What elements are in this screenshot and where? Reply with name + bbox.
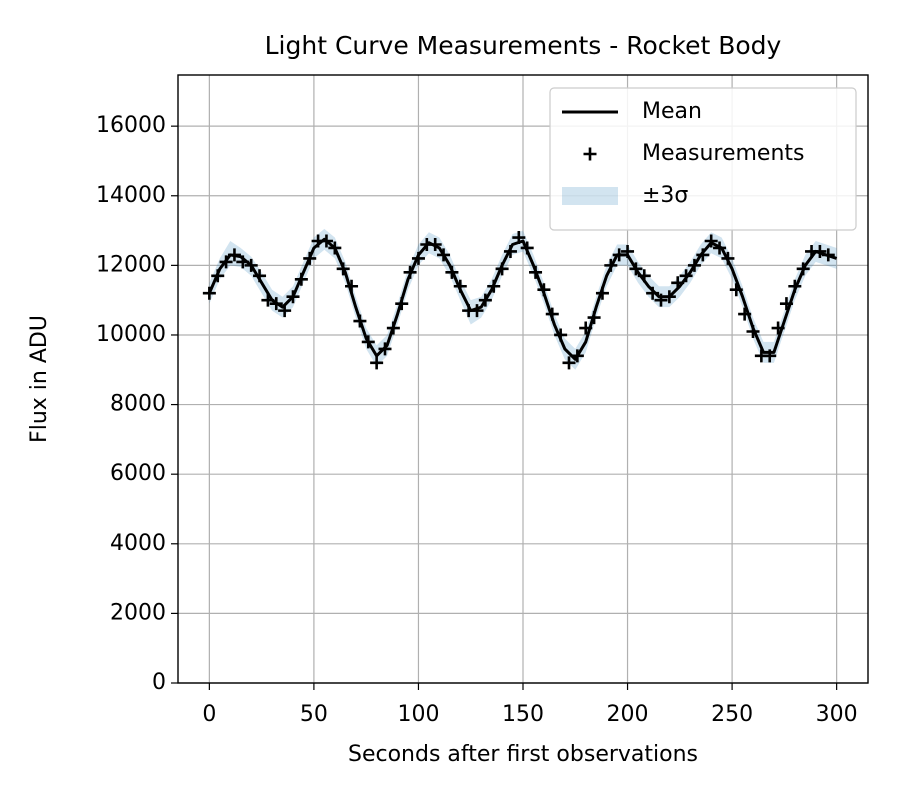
y-tick-label: 14000 [96, 183, 166, 208]
measurement-marker [386, 321, 400, 335]
measurement-marker [202, 286, 216, 300]
measurement-marker [595, 286, 609, 300]
x-axis-label: Seconds after first observations [348, 742, 698, 767]
measurement-marker [470, 304, 484, 318]
y-tick-label: 4000 [110, 531, 166, 556]
measurement-marker [512, 231, 526, 245]
x-tick-label: 250 [711, 702, 753, 727]
measurement-marker [679, 269, 693, 283]
measurement-marker [763, 349, 777, 363]
measurement-marker [236, 255, 250, 269]
measurement-marker [788, 279, 802, 293]
measurement-marker [253, 269, 267, 283]
y-tick-label: 8000 [110, 392, 166, 417]
measurement-marker [336, 262, 350, 276]
measurement-marker [370, 356, 384, 370]
x-tick-label: 300 [816, 702, 858, 727]
legend-swatch [562, 187, 618, 205]
measurement-marker [403, 265, 417, 279]
measurement-marker [537, 283, 551, 297]
measurement-marker [662, 290, 676, 304]
measurement-marker [453, 279, 467, 293]
measurement-marker [721, 251, 735, 265]
x-tick-label: 200 [607, 702, 649, 727]
y-tick-label: 16000 [96, 113, 166, 138]
measurement-marker [361, 335, 375, 349]
measurement-marker [529, 265, 543, 279]
legend-label: Measurements [642, 141, 805, 166]
x-tick-label: 150 [502, 702, 544, 727]
measurement-marker [821, 248, 835, 262]
measurement-marker [771, 321, 785, 335]
measurement-marker [562, 356, 576, 370]
measurement-marker [779, 297, 793, 311]
measurement-marker [637, 269, 651, 283]
measurement-marker [378, 342, 392, 356]
measurement-marker [671, 276, 685, 290]
measurement-marker [545, 307, 559, 321]
measurement-marker [554, 328, 568, 342]
y-tick-label: 6000 [110, 461, 166, 486]
measurement-marker [813, 244, 827, 258]
measurement-marker [411, 251, 425, 265]
measurement-marker [286, 290, 300, 304]
measurement-marker [319, 234, 333, 248]
measurement-marker [696, 248, 710, 262]
measurement-marker [445, 265, 459, 279]
measurement-marker [704, 234, 718, 248]
measurement-marker [796, 262, 810, 276]
measurement-marker [579, 321, 593, 335]
y-tick-label: 2000 [110, 600, 166, 625]
measurement-marker [395, 297, 409, 311]
plot-frame [177, 74, 869, 684]
measurement-marker [612, 248, 626, 262]
y-tick-label: 10000 [96, 322, 166, 347]
measurement-marker [437, 248, 451, 262]
mean-line [207, 237, 838, 361]
measurement-marker [269, 297, 283, 311]
legend-label: ±3σ [642, 183, 688, 208]
x-tick-label: 50 [300, 702, 328, 727]
measurement-marker [428, 237, 442, 251]
measurement-marker [587, 311, 601, 325]
measurement-marker [219, 255, 233, 269]
measurement-marker [746, 324, 760, 338]
measurement-marker [294, 272, 308, 286]
measurement-marker [621, 244, 635, 258]
measurement-marker [646, 286, 660, 300]
legend-label: Mean [642, 99, 702, 124]
y-tick-label: 0 [152, 670, 166, 695]
measurement-marker [570, 349, 584, 363]
measurement-marker [503, 244, 517, 258]
measurement-marker [328, 241, 342, 255]
measurement-marker [345, 279, 359, 293]
measurement-marker [261, 293, 275, 307]
measurement-marker [729, 283, 743, 297]
measurement-marker [604, 258, 618, 272]
measurement-marker [353, 314, 367, 328]
x-tick-label: 0 [202, 702, 216, 727]
measurement-marker [487, 279, 501, 293]
y-tick-label: 12000 [96, 252, 166, 277]
measurement-marker [227, 248, 241, 262]
measurement-marker [520, 241, 534, 255]
measurement-marker [713, 241, 727, 255]
y-axis-label: Flux in ADU [27, 315, 52, 443]
legend-box [549, 87, 857, 231]
x-tick-label: 100 [397, 702, 439, 727]
legend: Mean Measurements ±3σ [549, 87, 857, 231]
legend-swatch [583, 147, 597, 161]
chart-title: Light Curve Measurements - Rocket Body [265, 31, 782, 60]
measurement-marker [654, 293, 668, 307]
measurement-marker [738, 307, 752, 321]
measurement-marker [629, 262, 643, 276]
measurement-marker [303, 251, 317, 265]
measurement-marker [478, 293, 492, 307]
measurement-marker [495, 262, 509, 276]
measurement-marker [244, 258, 258, 272]
measurement-marker [687, 258, 701, 272]
measurement-marker [211, 269, 225, 283]
measurement-marker [278, 304, 292, 318]
